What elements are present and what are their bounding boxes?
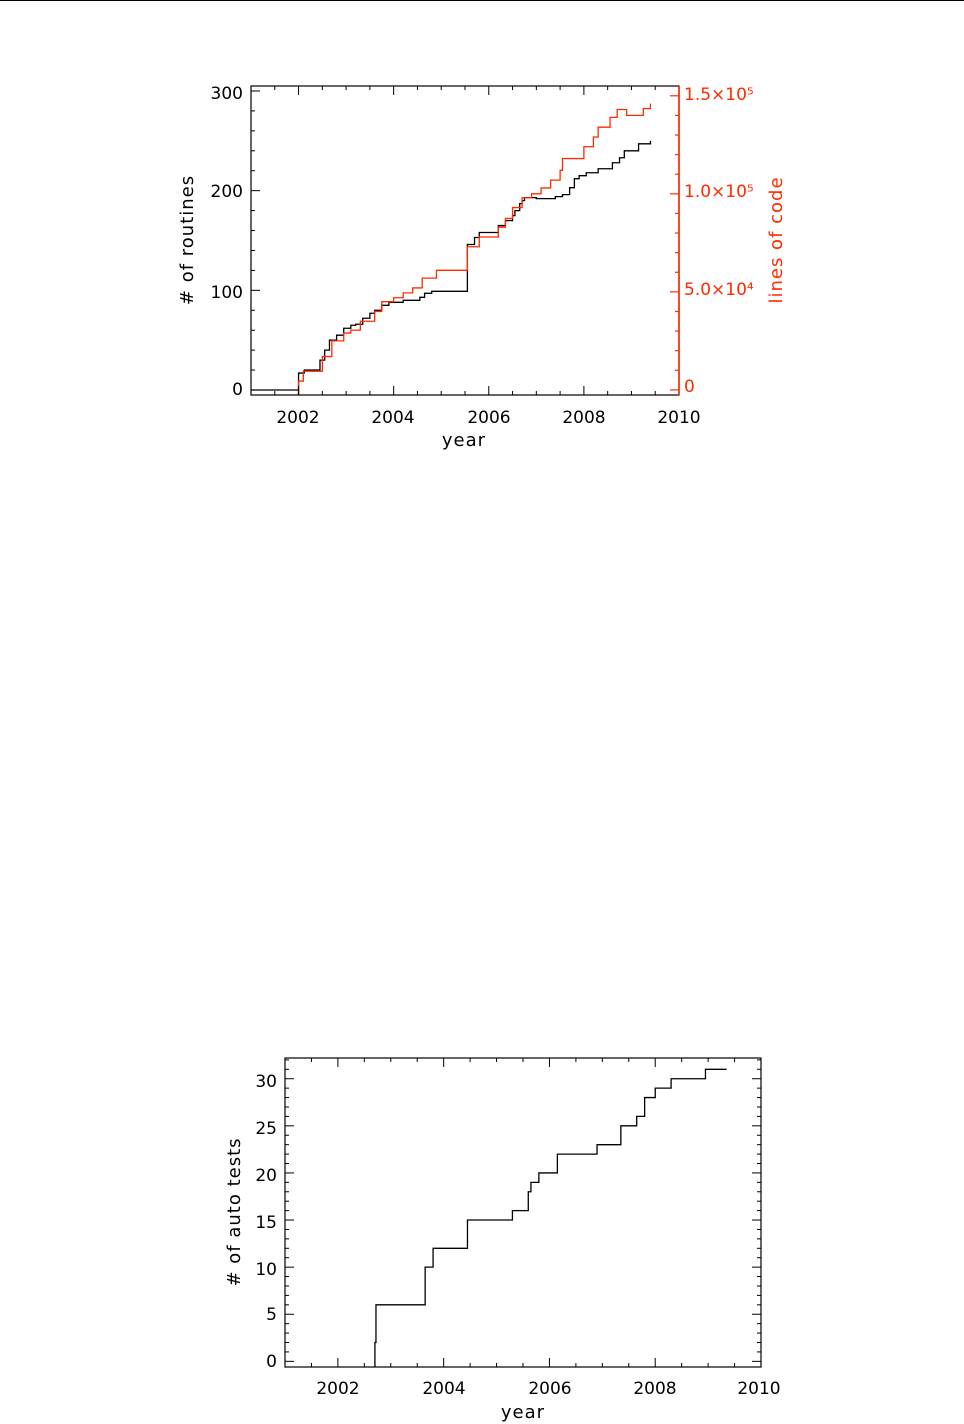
y-tick-label: 0: [266, 1352, 277, 1372]
y-tick-label: 25: [255, 1119, 277, 1139]
plot2-ticks: [284, 1058, 762, 1367]
x-axis-title: year: [442, 430, 486, 451]
routines-loc-chart: 2002 2004 2006 2008 2010 0 100 200 300 0…: [177, 84, 787, 451]
y2-tick-label: 0: [684, 377, 695, 397]
x-tick-label: 2010: [737, 1379, 780, 1399]
plot2-frame: [284, 1057, 762, 1368]
x-axis-title: year: [501, 1402, 545, 1423]
auto-tests-chart: 2002 2004 2006 2008 2010 0 5 10 15 20 25…: [224, 1057, 781, 1423]
x-tick-label: 2002: [316, 1379, 359, 1399]
x-tick-label: 2002: [276, 408, 319, 428]
x-tick-label: 2004: [422, 1379, 465, 1399]
y-tick-label: 5: [266, 1305, 277, 1325]
y-tick-label: 0: [232, 380, 243, 400]
y-tick-label: 20: [255, 1166, 277, 1186]
y-tick-label: 200: [211, 182, 243, 202]
y-tick-label: 30: [255, 1072, 277, 1092]
x-tick-label: 2010: [657, 408, 700, 428]
page-top-rule: [0, 0, 964, 1]
y-tick-label: 300: [211, 84, 243, 104]
y-axis-title: # of routines: [177, 175, 198, 305]
y-tick-label: 15: [255, 1213, 277, 1233]
x-tick-label: 2006: [467, 408, 510, 428]
x-tick-label: 2004: [371, 408, 414, 428]
series-line-1: [297, 103, 652, 395]
x-tick-label: 2008: [562, 408, 605, 428]
series-line-0: [374, 1068, 727, 1367]
y2-tick-label: 1.0×10⁵: [684, 182, 754, 202]
x-tick-label: 2006: [528, 1379, 571, 1399]
y-axis-title: # of auto tests: [224, 1137, 245, 1286]
plot2-series-layer: [374, 1068, 727, 1367]
plot1-tick-labels: 2002 2004 2006 2008 2010 0 100 200 300 0…: [211, 84, 754, 428]
plot1-frame: [250, 85, 680, 396]
y2-tick-label: 5.0×10⁴: [684, 280, 754, 300]
y2-tick-label: 1.5×10⁵: [684, 85, 754, 105]
plot1-series-layer: [251, 103, 652, 395]
y-tick-label: 10: [255, 1260, 277, 1280]
plot2-tick-labels: 2002 2004 2006 2008 2010 0 5 10 15 20 25…: [255, 1072, 780, 1399]
y2-axis-title: lines of code: [766, 176, 787, 303]
plot1-ticks: [250, 86, 680, 395]
y-tick-label: 100: [211, 283, 243, 303]
x-tick-label: 2008: [633, 1379, 676, 1399]
series-line-0: [297, 140, 652, 395]
